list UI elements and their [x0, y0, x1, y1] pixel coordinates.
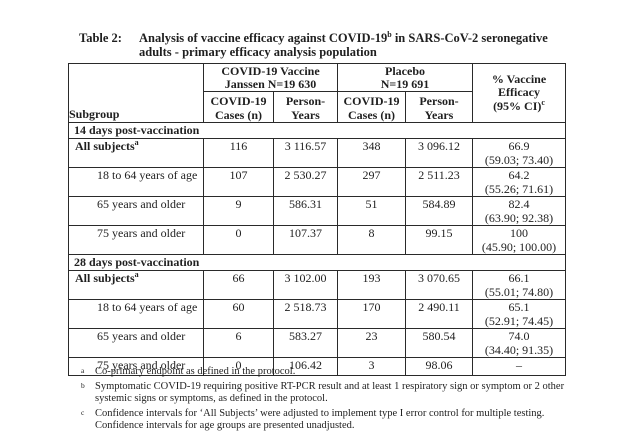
placebo-person-years-cell: 580.54	[404, 328, 474, 358]
section-title: 28 days post-vaccination	[67, 254, 567, 271]
vaccine-cases-cell: 6	[203, 328, 274, 358]
placebo-cases-cell: 297	[337, 167, 406, 197]
table-row: All subjectsa 116 3 116.57 348 3 096.12 …	[68, 138, 567, 168]
page-title: Table 2: Analysis of vaccine efficacy ag…	[79, 29, 548, 59]
subgroup-cell: 75 years and older	[68, 357, 204, 376]
header-group-row: Subgroup COVID-19 Vaccine Janssen N=19 6…	[68, 63, 567, 123]
placebo-cases-header: COVID-19 Cases (n)	[337, 91, 406, 123]
efficacy-cell: 64.2 (55.26; 71.61)	[472, 167, 567, 197]
placebo-group-header: Placebo N=19 691	[336, 63, 474, 92]
placebo-group-line2: N=19 691	[380, 76, 430, 91]
placebo-cases-cell: 8	[337, 225, 406, 255]
table-row: 18 to 64 years of age 60 2 518.73 170 2 …	[68, 299, 567, 329]
footnote-text: Co-primary endpoint as defined in the pr…	[95, 366, 296, 377]
efficacy-header: % Vaccine Efficacy (95% CI)c	[472, 63, 567, 123]
footnotes: a Co-primary endpoint as defined in the …	[81, 366, 581, 435]
placebo-group-line1: Placebo	[385, 63, 425, 78]
subgroup-cell: 65 years and older	[68, 196, 204, 226]
vaccine-cases-cell: 0	[203, 357, 274, 376]
efficacy-header-line1: % Vaccine	[491, 71, 547, 86]
efficacy-cell: 100 (45.90; 100.00)	[472, 225, 567, 255]
title-line2: adults - primary efficacy analysis popul…	[139, 45, 377, 59]
vaccine-person-years-cell: 586.31	[273, 196, 338, 226]
subgroup-cell: 65 years and older	[68, 328, 204, 358]
table-title-text: Analysis of vaccine efficacy against COV…	[139, 29, 548, 59]
header-sub-row: COVID-19 Cases (n) Person- Years COVID-1…	[69, 91, 566, 123]
subgroup-cell: 18 to 64 years of age	[68, 299, 204, 329]
efficacy-table: Subgroup COVID-19 Vaccine Janssen N=19 6…	[67, 63, 567, 376]
placebo-cases-cell: 3	[337, 357, 406, 376]
table-row: 75 years and older 0 106.42 3 98.06 –	[68, 357, 567, 376]
section-row-14-days: 14 days post-vaccination	[67, 122, 567, 139]
footnote-c: c Confidence intervals for ‘All Subjects…	[81, 408, 581, 433]
placebo-cases-cell: 23	[337, 328, 406, 358]
vaccine-group-header: COVID-19 Vaccine Janssen N=19 630	[203, 63, 338, 92]
vaccine-person-years-header: Person- Years	[273, 91, 338, 123]
placebo-cases-cell: 193	[337, 270, 406, 300]
footnote-b: b Symptomatic COVID-19 requiring positiv…	[81, 381, 581, 406]
subgroup-cell: 18 to 64 years of age	[68, 167, 204, 197]
title-superscript-b: b	[387, 29, 392, 39]
efficacy-cell: 82.4 (63.90; 92.38)	[472, 196, 567, 226]
vaccine-cases-cell: 107	[203, 167, 274, 197]
footnote-marker: b	[81, 380, 85, 390]
vaccine-person-years-cell: 107.37	[273, 225, 338, 255]
efficacy-header-line3: (95% CI)	[493, 98, 542, 113]
table-row: 75 years and older 0 107.37 8 99.15 100(…	[68, 225, 567, 255]
vaccine-cases-cell: 9	[203, 196, 274, 226]
placebo-person-years-cell: 2 511.23	[404, 167, 474, 197]
title-line1-cont: in SARS-CoV-2 seronegative	[391, 31, 548, 45]
placebo-cases-cell: 170	[337, 299, 406, 329]
footnote-marker: c	[81, 407, 85, 417]
footnote-marker: a	[81, 366, 85, 375]
vaccine-person-years-cell: 106.42	[273, 357, 338, 376]
superscript-a: a	[134, 138, 139, 147]
placebo-cases-cell: 348	[337, 138, 406, 168]
vaccine-cases-cell: 60	[203, 299, 274, 329]
efficacy-cell: 65.1 (52.91; 74.45)	[472, 299, 567, 329]
vaccine-group-line1: COVID-19 Vaccine	[221, 63, 320, 78]
efficacy-header-line2: Efficacy	[498, 85, 540, 100]
placebo-cases-cell: 51	[337, 196, 406, 226]
table-row: 65 years and older 9 586.31 51 584.89 82…	[68, 196, 567, 226]
subgroup-cell: All subjectsa	[68, 270, 204, 300]
vaccine-person-years-cell: 583.27	[273, 328, 338, 358]
table-row: All subjectsa 66 3 102.00 193 3 070.65 6…	[68, 270, 567, 300]
table-row: 65 years and older 6 583.27 23 580.54 74…	[68, 328, 567, 358]
placebo-person-years-cell: 3 096.12	[404, 138, 474, 168]
placebo-person-years-cell: 584.89	[404, 196, 474, 226]
vaccine-group-line2: Janssen N=19 630	[224, 76, 317, 91]
placebo-person-years-cell: 2 490.11	[404, 299, 474, 329]
vaccine-cases-header: COVID-19 Cases (n)	[203, 91, 274, 123]
vaccine-person-years-cell: 3 116.57	[273, 138, 338, 168]
efficacy-superscript-c: c	[541, 97, 545, 107]
footnote-text: Confidence intervals for ‘All Subjects’ …	[95, 407, 545, 432]
section-title: 14 days post-vaccination	[67, 122, 567, 139]
table-number-label: Table 2:	[79, 31, 122, 45]
vaccine-cases-cell: 0	[203, 225, 274, 255]
section-row-28-days: 28 days post-vaccination	[67, 254, 567, 271]
placebo-person-years-cell: 99.15	[404, 225, 474, 255]
vaccine-person-years-cell: 2 518.73	[273, 299, 338, 329]
vaccine-person-years-cell: 2 530.27	[273, 167, 338, 197]
footnote-a: a Co-primary endpoint as defined in the …	[81, 366, 581, 379]
vaccine-cases-cell: 66	[203, 270, 274, 300]
subgroup-cell: All subjectsa	[68, 138, 204, 168]
subgroup-header: Subgroup	[68, 63, 204, 123]
superscript-a: a	[134, 270, 139, 279]
vaccine-cases-cell: 116	[203, 138, 274, 168]
efficacy-cell: 66.1 (55.01; 74.80)	[472, 270, 567, 300]
placebo-person-years-cell: 98.06	[404, 357, 474, 376]
table-row: 18 to 64 years of age 107 2 530.27 297 2…	[68, 167, 567, 197]
title-line1: Analysis of vaccine efficacy against COV…	[139, 31, 388, 45]
placebo-person-years-cell: 3 070.65	[404, 270, 474, 300]
efficacy-cell: 66.9 (59.03; 73.40)	[472, 138, 567, 168]
vaccine-person-years-cell: 3 102.00	[273, 270, 338, 300]
footnote-text: Symptomatic COVID-19 requiring positive …	[95, 380, 565, 405]
efficacy-cell: 74.0 (34.40; 91.35)	[472, 328, 567, 358]
subgroup-cell: 75 years and older	[68, 225, 204, 255]
efficacy-cell: –	[472, 357, 567, 376]
placebo-person-years-header: Person- Years	[404, 91, 474, 123]
